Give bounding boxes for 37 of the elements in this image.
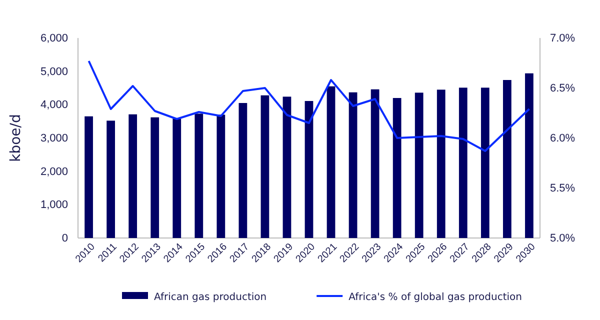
y-tick-label: 5,000	[40, 66, 68, 78]
y-tick-label: 0	[62, 232, 68, 245]
y-tick-label: 3,000	[40, 132, 68, 145]
bar	[414, 92, 424, 238]
bar	[172, 118, 182, 238]
bar	[480, 88, 490, 238]
y2-tick-label: 6.5%	[550, 82, 576, 95]
bar	[503, 80, 512, 238]
y2-tick-label: 5.0%	[550, 232, 576, 245]
legend-label: Africa's % of global gas production	[348, 292, 522, 303]
bar	[392, 98, 402, 238]
bar	[282, 96, 292, 238]
bar	[106, 120, 115, 238]
y-axis-title: kboe/d	[8, 114, 24, 162]
bar	[150, 117, 160, 238]
bar	[84, 116, 93, 238]
bar	[260, 95, 270, 238]
bar	[370, 89, 380, 238]
bar	[238, 103, 248, 238]
bar	[436, 90, 446, 238]
y2-tick-label: 6.0%	[550, 132, 576, 145]
y2-tick-label: 7.0%	[550, 32, 576, 45]
bar	[128, 114, 138, 238]
bar	[326, 86, 336, 238]
y-tick-label: 2,000	[40, 166, 68, 178]
bar	[525, 73, 534, 238]
y-tick-label: 6,000	[40, 32, 68, 45]
bar	[348, 92, 358, 238]
y-tick-label: 4,000	[40, 99, 68, 112]
y2-tick-label: 5.5%	[550, 182, 576, 195]
y-tick-label: 1,000	[40, 199, 68, 212]
bar	[216, 114, 226, 238]
legend-label: African gas production	[154, 292, 267, 303]
bar	[194, 114, 204, 238]
line-series	[88, 60, 530, 152]
bar	[304, 101, 314, 238]
bar	[458, 88, 468, 238]
